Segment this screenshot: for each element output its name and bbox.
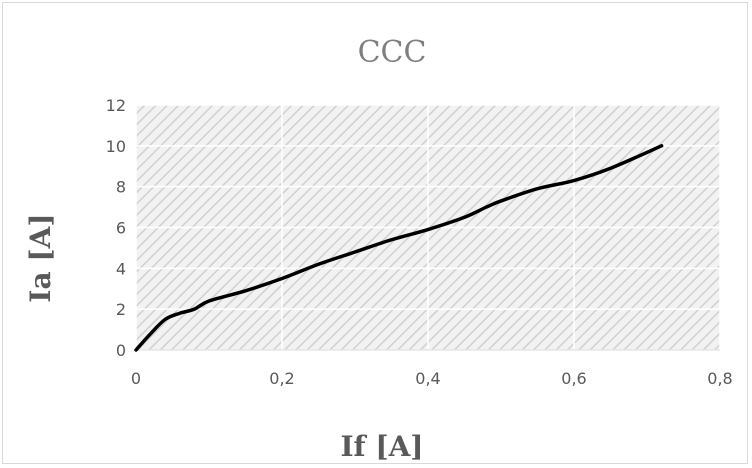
y-tick-label: 4: [116, 259, 126, 278]
y-tick-label: 8: [116, 178, 126, 197]
y-tick-label: 12: [106, 96, 126, 115]
x-tick-labels: 0 0,2 0,4 0,6 0,8: [131, 369, 733, 388]
series-line: [134, 144, 664, 352]
x-tick-label: 0,6: [561, 369, 586, 388]
x-tick-label: 0: [131, 369, 141, 388]
series-group: [134, 144, 664, 352]
x-tick-label: 0,2: [269, 369, 294, 388]
x-tick-label: 0,4: [415, 369, 440, 388]
grid-lines: [135, 104, 721, 351]
x-tick-label: 0,8: [707, 369, 732, 388]
y-tick-label: 2: [116, 300, 126, 319]
y-tick-labels: 0 2 4 6 8 10 12: [106, 96, 126, 360]
chart-title: CCC: [358, 35, 427, 70]
y-tick-label: 0: [116, 341, 126, 360]
x-axis-title: If [A]: [340, 430, 423, 463]
y-tick-label: 10: [106, 137, 126, 156]
y-tick-label: 6: [116, 219, 126, 238]
y-axis-title: Ia [A]: [24, 213, 57, 302]
